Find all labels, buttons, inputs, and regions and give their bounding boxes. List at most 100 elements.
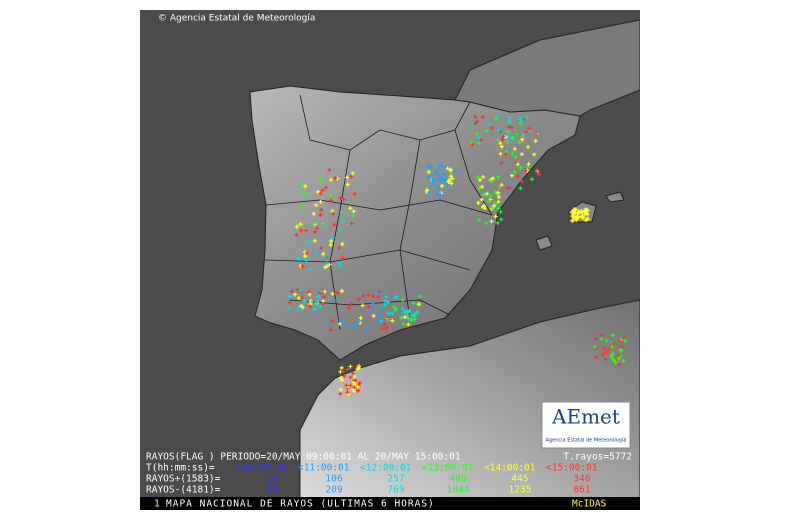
strike-cross [308, 267, 313, 272]
strike-cross [350, 213, 355, 218]
legend-cell: <10:00:01 [236, 463, 288, 474]
strike-cross [331, 211, 336, 216]
strike-cross [480, 184, 485, 189]
strike-cross [510, 135, 515, 140]
strike-cross [328, 327, 333, 332]
strike-cross [332, 222, 337, 227]
strike-cross [507, 120, 512, 125]
strike-cross [436, 185, 441, 190]
strike-cross [335, 290, 340, 295]
strike-cross [473, 114, 478, 119]
strike-cross [573, 214, 578, 219]
strike-cross [318, 191, 323, 196]
legend-cell: 257 [387, 474, 404, 485]
strike-cross [300, 295, 305, 300]
strike-cross [400, 306, 405, 311]
strike-cross [484, 128, 489, 133]
strike-cross [504, 149, 509, 154]
strike-cross [302, 299, 307, 304]
legend-cell: 861 [573, 485, 590, 496]
strike-cross [382, 299, 387, 304]
footer-band [140, 497, 640, 510]
strike-cross [319, 207, 324, 212]
strike-cross [518, 121, 523, 126]
footer-title: MAPA NACIONAL DE RAYOS (ULTIMAS 6 HORAS) [166, 499, 435, 510]
strike-cross [384, 326, 389, 331]
strike-cross [378, 318, 383, 323]
strike-cross [497, 185, 502, 190]
strike-cross [304, 250, 309, 255]
strike-cross [314, 203, 319, 208]
strike-cross [328, 242, 333, 247]
strike-cross [449, 181, 454, 186]
strike-cross [570, 218, 575, 223]
strike-cross [327, 168, 332, 173]
strike-cross [603, 357, 608, 362]
lightning-strikes [287, 113, 627, 397]
strike-cross [322, 295, 327, 300]
strike-cross [340, 256, 345, 261]
strike-cross [518, 186, 523, 191]
strike-cross [338, 387, 343, 392]
aemet-logo: AEmet Agencia Estatal de Meteorología [541, 401, 631, 449]
strike-cross [287, 300, 292, 305]
strike-cross [332, 298, 337, 303]
strike-cross [352, 375, 357, 380]
strike-cross [519, 152, 524, 157]
legend-row-label: T(hh:mm:ss)= [146, 463, 215, 474]
strike-cross [604, 350, 609, 355]
strike-cross [499, 217, 504, 222]
strike-cross [616, 355, 621, 360]
strike-cross [345, 367, 350, 372]
strike-cross [514, 132, 519, 137]
strike-cross [341, 369, 346, 374]
strike-cross [307, 292, 312, 297]
strike-cross [509, 125, 514, 130]
strike-cross [593, 344, 598, 349]
strike-cross [330, 291, 335, 296]
strike-cross [349, 301, 354, 306]
strike-cross [296, 296, 301, 301]
strike-cross [604, 338, 609, 343]
strike-cross [303, 254, 308, 259]
strike-cross [410, 313, 415, 318]
strike-cross [495, 113, 500, 118]
strike-cross [498, 209, 503, 214]
strike-cross [476, 175, 481, 180]
strike-cross [330, 236, 335, 241]
strike-cross [337, 321, 342, 326]
strike-cross [617, 362, 622, 367]
landmass [249, 19, 640, 510]
strike-cross [348, 364, 353, 369]
strike-cross [488, 179, 493, 184]
strike-cross [533, 138, 538, 143]
strike-cross [621, 358, 626, 363]
legend-cell: 209 [325, 485, 342, 496]
strike-cross [312, 229, 317, 234]
strike-cross [304, 228, 309, 233]
strike-cross [366, 305, 371, 310]
strike-cross [386, 315, 391, 320]
strike-cross [412, 317, 417, 322]
strike-cross [576, 209, 581, 214]
strike-cross [519, 118, 524, 123]
strike-cross [512, 146, 517, 151]
strike-cross [288, 294, 293, 299]
strike-cross [315, 299, 320, 304]
strike-cross [393, 295, 398, 300]
legend: RAYOS(FLAG ) PERIODO=20/MAY 09:00:01 AL … [146, 452, 632, 496]
strike-cross [415, 310, 420, 315]
strike-cross [496, 206, 501, 211]
strike-cross [581, 215, 586, 220]
strike-cross [602, 346, 607, 351]
strike-cross [481, 174, 486, 179]
strike-cross [403, 310, 408, 315]
strike-cross [338, 263, 343, 268]
strike-cross [338, 318, 343, 323]
strike-cross [434, 169, 439, 174]
strike-cross [495, 220, 500, 225]
strike-cross [509, 173, 514, 178]
strike-cross [371, 294, 376, 299]
strike-cross [323, 254, 328, 259]
